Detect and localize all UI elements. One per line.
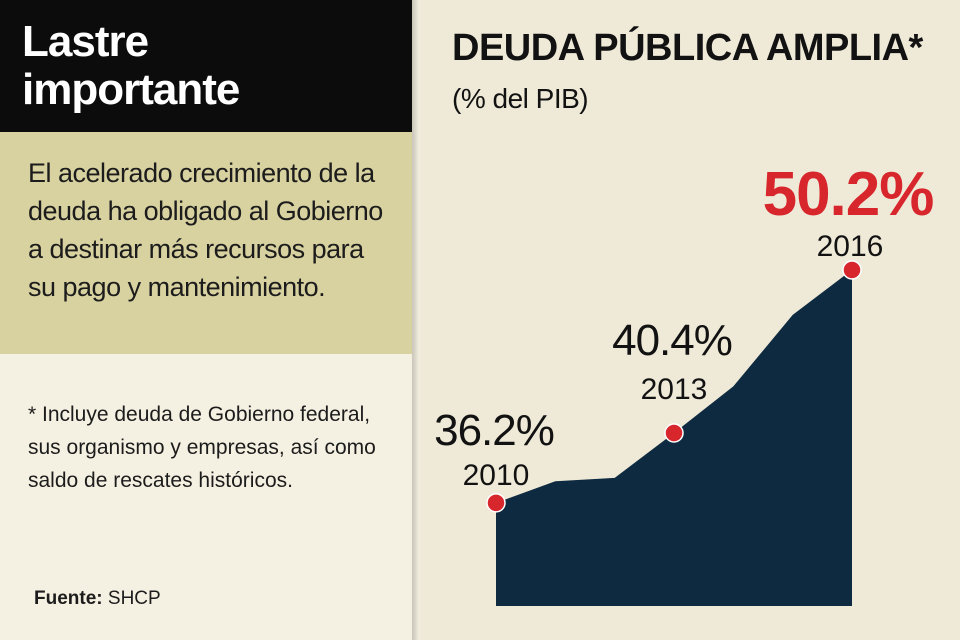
- source-label: Fuente:: [34, 588, 103, 609]
- source-value: SHCP: [107, 588, 161, 609]
- summary-block: El acelerado crecimiento de la deuda ha …: [0, 132, 412, 354]
- data-point-2013: [664, 423, 684, 443]
- info-panel: Lastre importante El acelerado crecimien…: [0, 0, 412, 640]
- data-point-2016: [842, 260, 862, 280]
- chart-title-text: DEUDA PÚBLICA AMPLIA*: [452, 27, 923, 69]
- value-label-2010: 36.2%: [434, 406, 554, 455]
- headline: Lastre importante: [22, 17, 240, 114]
- panel-divider: [412, 0, 420, 640]
- value-label-2016: 50.2%: [763, 160, 934, 229]
- footnote: * Incluye deuda de Gobierno federal, sus…: [28, 403, 376, 492]
- chart-subtitle: (% del PIB): [452, 83, 589, 114]
- chart-title: DEUDA PÚBLICA AMPLIA* (% del PIB): [452, 24, 960, 123]
- headline-line-2: importante: [22, 65, 240, 114]
- year-label-2010: 2010: [463, 459, 530, 492]
- year-label-2013: 2013: [641, 373, 708, 406]
- source-note: Fuente: SHCP: [34, 588, 161, 610]
- data-point-2010: [486, 493, 506, 513]
- headline-block: Lastre importante: [0, 0, 412, 132]
- year-label-2016: 2016: [817, 230, 884, 263]
- headline-line-1: Lastre: [22, 17, 149, 66]
- value-label-2013: 40.4%: [612, 316, 732, 365]
- summary-text: El acelerado crecimiento de la deuda ha …: [28, 158, 383, 302]
